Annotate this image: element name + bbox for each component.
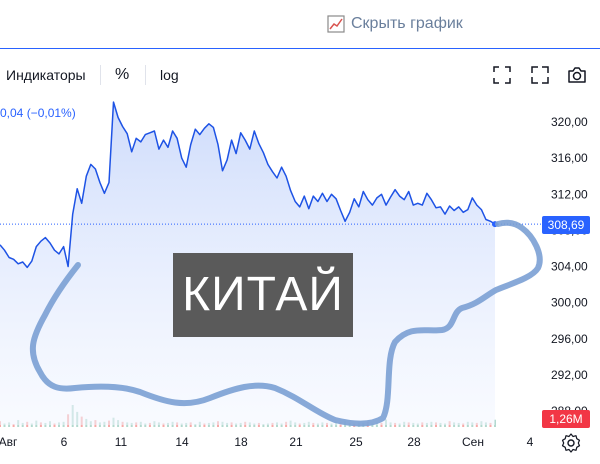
volume-bar <box>462 423 465 427</box>
volume-bar <box>180 423 183 427</box>
price-tick-label: 316,00 <box>551 151 588 165</box>
volume-bar <box>444 423 446 427</box>
volume-tag: 1,26M <box>542 410 590 428</box>
price-tick-label: 304,00 <box>551 260 588 274</box>
toolbar-divider <box>145 65 146 85</box>
volume-bar <box>194 424 197 427</box>
settings-icon[interactable] <box>560 432 582 454</box>
percent-scale-button[interactable]: % <box>115 66 130 83</box>
annotation-outline <box>29 219 543 427</box>
volume-bar <box>144 423 147 427</box>
volume-bar <box>253 423 256 427</box>
price-tick-label: 320,00 <box>551 115 588 129</box>
time-tick-label: Сен <box>462 435 484 449</box>
price-change-legend: 0,04 (−0,01%) <box>0 106 76 120</box>
time-tick-label: Авг <box>0 435 18 449</box>
price-tick-label: 292,00 <box>551 368 588 382</box>
volume-bar <box>316 423 319 427</box>
chart-toolbar: Индикаторы % log <box>0 57 600 95</box>
camera-icon[interactable] <box>566 64 588 86</box>
hide-chart-label: Скрыть график <box>351 15 463 32</box>
volume-bar <box>280 423 283 427</box>
expand-icon[interactable] <box>529 64 551 86</box>
hide-chart-link[interactable]: Скрыть график <box>327 15 463 33</box>
time-tick-label: 21 <box>289 435 303 449</box>
volume-bar <box>203 423 206 427</box>
time-tick-label: 18 <box>234 435 248 449</box>
volume-bar <box>53 423 56 427</box>
price-tick-label: 300,00 <box>551 296 588 310</box>
time-tick-label: 14 <box>175 435 189 449</box>
volume-bar <box>262 424 265 427</box>
volume-bar <box>298 423 301 427</box>
time-tick-label: 28 <box>407 435 421 449</box>
price-tick-label: 296,00 <box>551 332 588 346</box>
time-tick-label: 25 <box>349 435 363 449</box>
volume-bar <box>266 423 269 427</box>
volume-bar <box>3 423 6 427</box>
top-bar: Скрыть график <box>0 0 600 48</box>
toolbar-divider <box>100 65 101 85</box>
indicators-button[interactable]: Индикаторы <box>6 67 86 83</box>
country-overlay-label: КИТАЙ <box>173 253 353 337</box>
price-axis: 320,00316,00312,00308,00304,00300,00296,… <box>551 115 588 418</box>
time-axis: Авг 6 11 14 18 21 25 28 Сен 4 <box>0 435 534 449</box>
volume-bar <box>162 423 165 427</box>
price-line <box>0 101 496 269</box>
time-tick-label: 6 <box>61 435 68 449</box>
log-scale-button[interactable]: log <box>160 67 179 83</box>
volume-bar <box>416 423 419 427</box>
volume-bar <box>30 423 33 427</box>
volume-bar <box>235 423 238 427</box>
time-tick-label: 11 <box>115 435 128 449</box>
volume-bar <box>330 423 333 427</box>
volume-bar <box>398 423 401 427</box>
chart-line-icon <box>327 15 345 33</box>
time-tick-label: 4 <box>527 435 534 449</box>
volume-bar <box>12 424 15 427</box>
price-tick-label: 312,00 <box>551 187 588 201</box>
fullscreen-icon[interactable] <box>491 64 513 86</box>
last-price-tag: 308,69 <box>542 216 590 234</box>
